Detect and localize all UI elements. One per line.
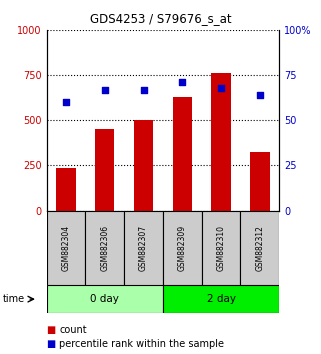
Text: 0 day: 0 day	[90, 294, 119, 304]
Text: 2 day: 2 day	[207, 294, 236, 304]
Bar	[124, 211, 163, 285]
Text: percentile rank within the sample: percentile rank within the sample	[59, 339, 224, 349]
Point	[180, 80, 185, 85]
Bar	[95, 129, 114, 211]
Bar	[173, 97, 192, 211]
Bar	[47, 211, 85, 285]
Text: ■: ■	[47, 325, 56, 335]
Point	[102, 87, 107, 92]
Bar	[250, 152, 270, 211]
Bar	[163, 211, 202, 285]
Bar	[134, 120, 153, 211]
Text: GSM882306: GSM882306	[100, 225, 109, 271]
Point	[63, 99, 68, 105]
Text: GSM882304: GSM882304	[61, 225, 70, 271]
Point	[219, 85, 224, 91]
Bar	[56, 168, 76, 211]
Text: time: time	[3, 294, 25, 304]
Text: GSM882309: GSM882309	[178, 225, 187, 271]
Text: GSM882310: GSM882310	[217, 225, 226, 271]
Text: GDS4253 / S79676_s_at: GDS4253 / S79676_s_at	[90, 12, 231, 25]
Bar	[212, 73, 231, 211]
Text: ■: ■	[47, 339, 56, 349]
Text: count: count	[59, 325, 87, 335]
Bar	[202, 211, 240, 285]
Text: GSM882307: GSM882307	[139, 225, 148, 271]
Point	[257, 92, 263, 98]
Text: GSM882312: GSM882312	[256, 225, 265, 271]
Bar	[47, 285, 163, 313]
Point	[141, 87, 146, 92]
Bar	[163, 285, 279, 313]
Bar	[85, 211, 124, 285]
Bar	[240, 211, 279, 285]
